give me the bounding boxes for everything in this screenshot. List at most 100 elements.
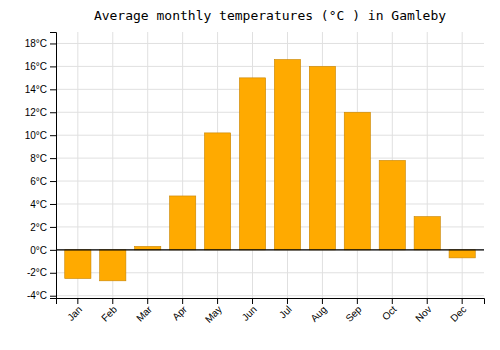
grid-line xyxy=(56,43,484,44)
tick: Nov xyxy=(413,298,433,324)
tick: 0°C xyxy=(30,245,56,256)
grid-line xyxy=(56,249,484,250)
grid-line xyxy=(56,112,484,113)
tick-label: Mar xyxy=(134,303,154,323)
tick-mark xyxy=(462,298,463,304)
tick-mark xyxy=(50,273,56,274)
tick-label: 4°C xyxy=(30,199,47,210)
grid-line xyxy=(56,135,484,136)
tick-mark xyxy=(287,298,288,304)
tick-mark xyxy=(50,181,56,182)
tick: Apr xyxy=(170,298,189,322)
tick-mark xyxy=(50,89,56,90)
tick-mark xyxy=(77,298,78,304)
grid-line xyxy=(56,203,484,204)
tick-mark xyxy=(357,298,358,304)
bar xyxy=(170,196,196,250)
tick-label: Oct xyxy=(380,304,399,323)
tick-mark xyxy=(50,296,56,297)
grid-line xyxy=(56,89,484,90)
tick-label: 12°C xyxy=(25,107,47,118)
grid xyxy=(56,32,484,298)
tick: May xyxy=(203,298,224,325)
tick-label: 0°C xyxy=(30,245,47,256)
tick-mark xyxy=(50,250,56,251)
tick: Aug xyxy=(308,298,328,324)
y-axis: -4°C -2°C 0°C 2°C 4°C 6°C 8°C 10°C 12°C 14°C 16°C 1… xyxy=(25,33,57,302)
tick-label: 6°C xyxy=(30,176,47,187)
tick-label: Jul xyxy=(277,304,294,321)
tick-mark xyxy=(217,298,218,304)
tick-label: -2°C xyxy=(27,267,47,278)
tick: 8°C xyxy=(30,153,56,164)
tick-label: Sep xyxy=(343,303,364,324)
grid-line xyxy=(182,32,183,298)
tick: 2°C xyxy=(30,222,56,233)
grid-line xyxy=(56,181,484,182)
tick-mark xyxy=(252,298,253,304)
tick-mark xyxy=(50,66,56,67)
bar xyxy=(65,250,91,279)
tick-label: Jan xyxy=(65,304,84,323)
title: Average monthly temperatures (°C ) in Ga… xyxy=(94,8,446,23)
tick: 14°C xyxy=(25,84,56,95)
tick: Jul xyxy=(277,298,294,320)
bar xyxy=(414,217,440,250)
bar xyxy=(100,250,126,281)
tick-label: May xyxy=(203,304,224,325)
tick-mark xyxy=(50,43,56,44)
tick: Oct xyxy=(380,298,399,322)
tick-label: -4°C xyxy=(27,290,47,301)
tick: -2°C xyxy=(27,267,56,278)
tick: 4°C xyxy=(30,199,56,210)
tick-label: 18°C xyxy=(25,38,47,49)
grid-line xyxy=(56,158,484,159)
tick-mark xyxy=(427,298,428,304)
tick-label: Aug xyxy=(308,304,328,324)
grid-line xyxy=(56,66,484,67)
grid-line xyxy=(427,32,428,298)
tick-label: 10°C xyxy=(25,130,47,141)
tick-label: 14°C xyxy=(25,84,47,95)
x-axis: Jan Feb Mar Apr May Jun Jul Aug Sep Oct Nov Dec xyxy=(57,298,485,325)
tick: Jan xyxy=(65,298,84,323)
tick-label: Feb xyxy=(99,303,119,323)
tick-label: 16°C xyxy=(25,61,47,72)
tick-label: Apr xyxy=(170,303,189,322)
tick-mark xyxy=(322,298,323,304)
marks xyxy=(56,60,484,281)
tick-label: Dec xyxy=(448,304,468,324)
tick-label: 8°C xyxy=(30,153,47,164)
plot: Jan Feb Mar Apr May Jun Jul Aug Sep Oct Nov Dec -4°C… xyxy=(25,32,485,325)
tick: Dec xyxy=(448,298,468,324)
bar xyxy=(309,66,335,249)
tick-mark xyxy=(50,158,56,159)
tick-mark xyxy=(392,298,393,304)
zero-line xyxy=(56,249,484,250)
tick: Mar xyxy=(134,298,154,324)
tick: 6°C xyxy=(30,176,56,187)
bar xyxy=(379,160,405,249)
tick-label: Nov xyxy=(413,304,433,324)
tick: 10°C xyxy=(25,130,56,141)
tick: Feb xyxy=(99,298,119,324)
tick-mark xyxy=(112,298,113,304)
tick: Sep xyxy=(343,298,364,324)
chart: Jan Feb Mar Apr May Jun Jul Aug Sep Oct Nov Dec -4°C… xyxy=(0,0,500,350)
tick-mark xyxy=(50,227,56,228)
grid-line xyxy=(56,295,484,296)
axis-line xyxy=(50,33,57,299)
tick-label: Jun xyxy=(240,304,259,323)
bar xyxy=(344,112,370,250)
tick-mark xyxy=(50,204,56,205)
tick: Jun xyxy=(240,298,259,323)
axis-line xyxy=(57,299,485,305)
bar xyxy=(204,133,230,250)
bar xyxy=(449,250,475,258)
grid-line xyxy=(147,32,148,298)
tick-label: 2°C xyxy=(30,222,47,233)
bar xyxy=(239,78,265,250)
tick-mark xyxy=(50,112,56,113)
tick: 18°C xyxy=(25,38,56,49)
tick: 12°C xyxy=(25,107,56,118)
